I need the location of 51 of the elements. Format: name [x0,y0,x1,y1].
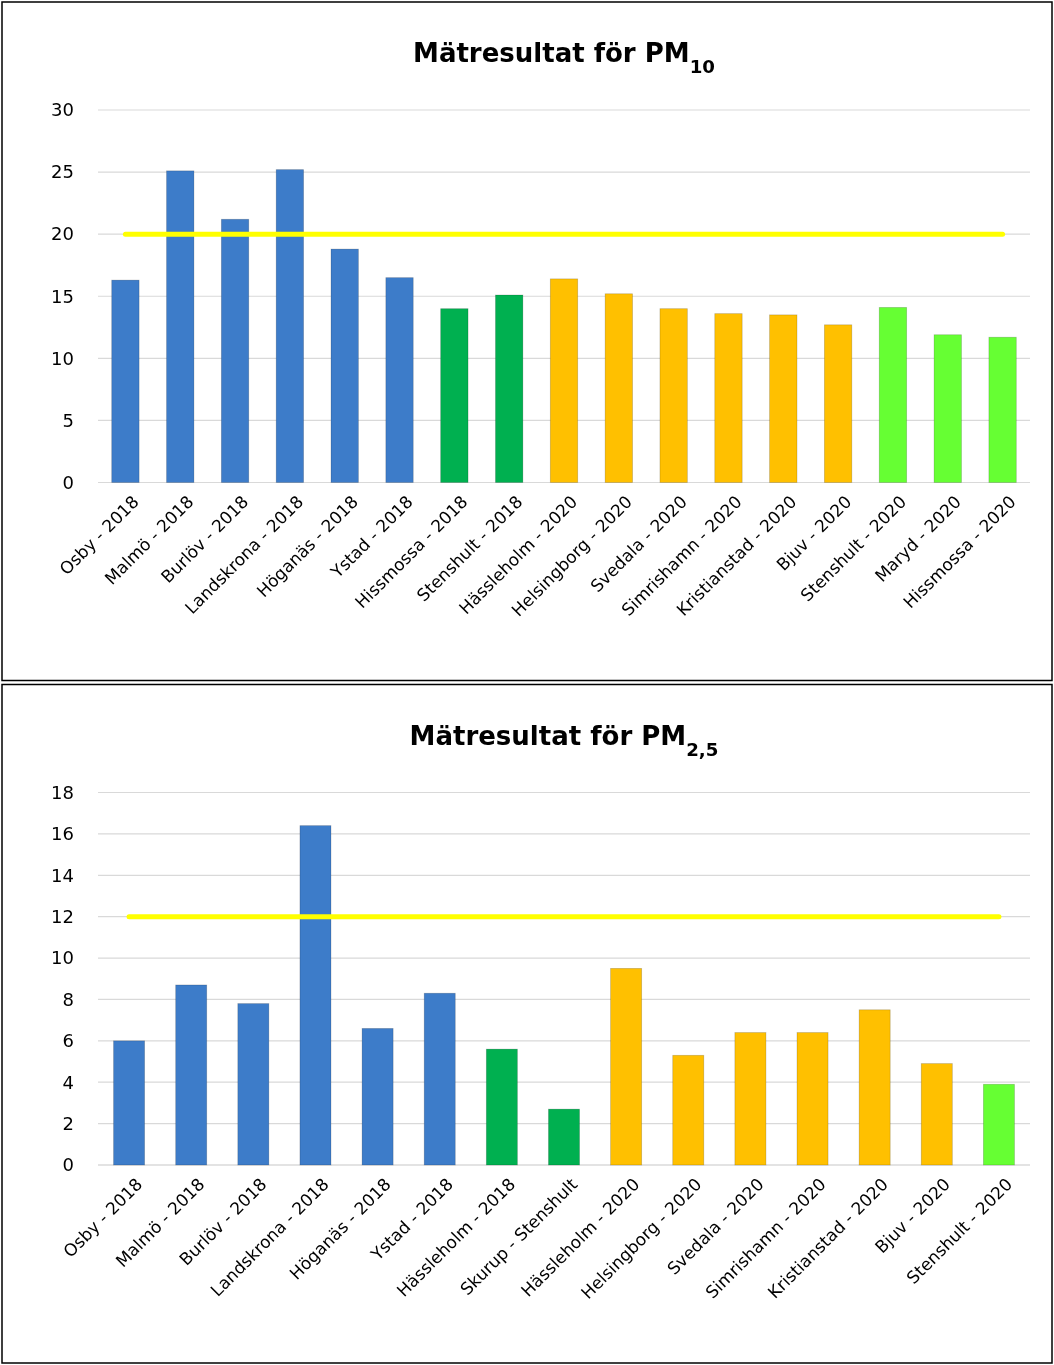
y-tick-label: 6 [62,1030,74,1052]
bar [548,1108,580,1166]
bar [734,1032,767,1166]
bar [166,170,195,483]
y-tick-label: 12 [51,905,74,927]
y-tick-label: 18 [51,781,74,803]
bar [988,336,1017,483]
bar [495,294,524,483]
bar [330,248,359,483]
y-tick-label: 10 [51,347,74,369]
bar [175,984,208,1166]
bar [824,324,853,483]
y-tick-label: 2 [62,1112,74,1134]
bar [237,1003,270,1166]
bar [610,968,643,1166]
bar [672,1054,705,1166]
bar [220,218,250,483]
y-tick-label: 5 [62,409,74,431]
y-tick-label: 15 [51,285,74,307]
bar [299,825,332,1166]
bar [858,1009,891,1166]
bar [604,293,633,483]
y-tick-label: 20 [51,223,74,245]
y-tick-label: 8 [62,988,74,1010]
y-tick-label: 0 [62,1154,74,1176]
bar [796,1032,829,1166]
bar [485,1048,518,1166]
bar [385,277,414,483]
bar [659,308,688,483]
y-tick-label: 0 [62,471,74,493]
bar [361,1028,394,1166]
bar [769,314,798,483]
y-tick-label: 4 [62,1071,74,1093]
y-tick-label: 25 [51,161,74,183]
bar [878,307,908,483]
bar [440,308,469,483]
bar [275,169,304,483]
bar [933,334,962,483]
bar [920,1063,953,1166]
bar [113,1040,145,1166]
y-tick-label: 30 [51,99,74,121]
y-tick-label: 10 [51,947,74,969]
bar [714,313,743,483]
y-tick-label: 16 [51,823,74,845]
bar [423,992,456,1166]
chart-title: Mätresultat för PM$_{2,5}$ [409,720,719,759]
bar [549,278,579,483]
bar [983,1083,1015,1166]
bar [111,279,140,483]
y-tick-label: 14 [51,864,74,886]
chart-title: Mätresultat för PM$_{10}$ [413,38,715,77]
